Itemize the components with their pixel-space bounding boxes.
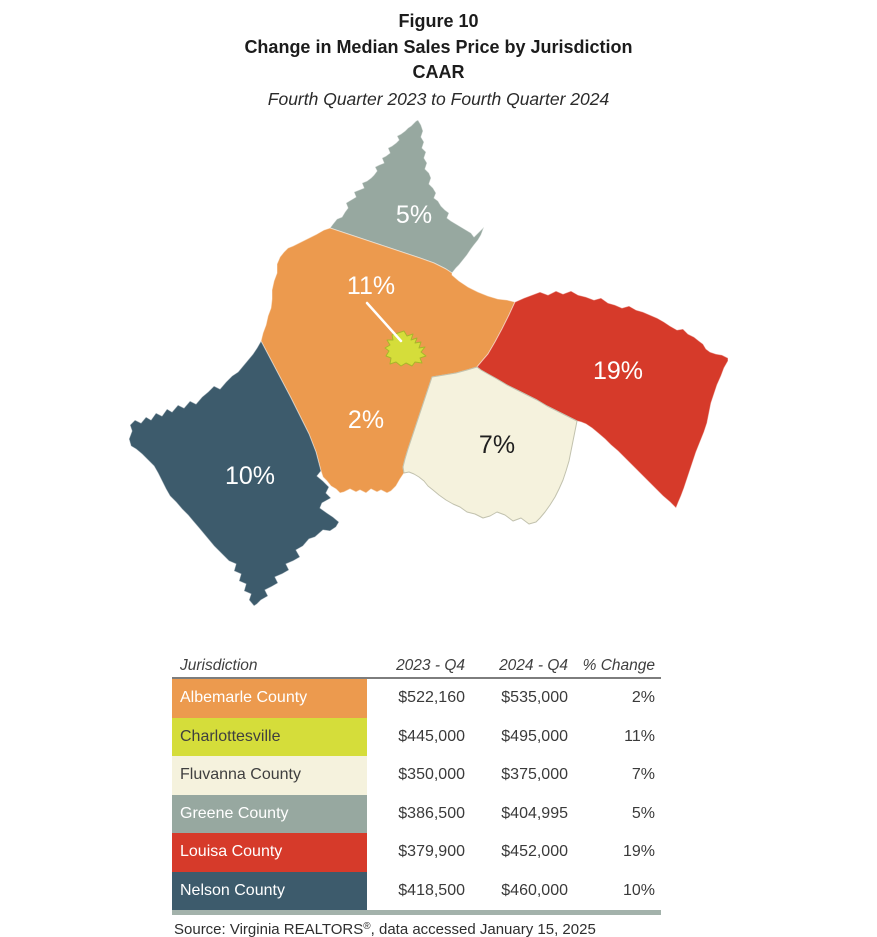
map-label-fluvanna: 7% — [479, 431, 515, 459]
jurisdiction-cell: Nelson County — [172, 871, 367, 910]
column-header-2023-q4: 2023 - Q4 — [396, 657, 465, 674]
price-2024-cell: $535,000 — [501, 689, 568, 706]
source-note: Source: Virginia REALTORS®, data accesse… — [172, 921, 661, 937]
table-row-nelson: Nelson County $418,500 $460,000 10% — [172, 871, 661, 910]
figure-subtitle: Fourth Quarter 2023 to Fourth Quarter 20… — [267, 88, 610, 109]
map-label-charlottesville: 11% — [347, 272, 395, 300]
jurisdiction-cell: Greene County — [172, 794, 367, 833]
county-charlottesville — [384, 330, 427, 367]
figure-title: Change in Median Sales Price by Jurisdic… — [244, 36, 633, 57]
table-header-row: Jurisdiction 2023 - Q4 2024 - Q4 % Chang… — [172, 650, 661, 679]
registered-trademark-symbol: ® — [363, 921, 371, 932]
pct-change-cell: 5% — [631, 804, 655, 822]
table-row-charlottesville: Charlottesville $445,000 $495,000 11% — [172, 717, 661, 756]
table-row-fluvanna: Fluvanna County $350,000 $375,000 7% — [172, 756, 661, 795]
figure-org: CAAR — [412, 62, 465, 82]
jurisdiction-cell: Albemarle County — [172, 679, 367, 718]
jurisdiction-map: 5% 11% 2% 7% 19% 10% — [128, 119, 729, 607]
price-2024-cell: $495,000 — [501, 727, 568, 745]
price-2024-cell: $460,000 — [501, 881, 568, 899]
price-2023-cell: $379,900 — [398, 843, 465, 860]
table-bottom-border — [172, 910, 661, 915]
pct-change-cell: 11% — [624, 727, 655, 745]
map-label-louisa: 19% — [593, 357, 643, 385]
price-2024-cell: $452,000 — [501, 843, 568, 860]
county-fluvanna — [402, 366, 578, 525]
price-2023-cell: $445,000 — [398, 727, 465, 745]
price-2024-cell: $375,000 — [501, 766, 568, 783]
figure-number: Figure 10 — [398, 11, 479, 31]
column-header-pct-change: % Change — [582, 657, 655, 674]
pct-change-cell: 10% — [622, 881, 655, 899]
jurisdiction-cell: Louisa County — [172, 833, 367, 872]
table-row-albemarle: Albemarle County $522,160 $535,000 2% — [172, 679, 661, 718]
pct-change-cell: 19% — [622, 843, 655, 860]
map-label-nelson: 10% — [225, 462, 275, 490]
price-2023-cell: $522,160 — [398, 689, 465, 706]
source-text-pre: Source: Virginia REALTORS — [174, 921, 364, 937]
county-nelson — [128, 340, 340, 607]
table-row-greene: Greene County $386,500 $404,995 5% — [172, 794, 661, 833]
price-2024-cell: $404,995 — [501, 804, 568, 822]
price-2023-cell: $418,500 — [398, 881, 465, 899]
pct-change-cell: 7% — [631, 766, 655, 783]
jurisdiction-cell: Charlottesville — [172, 717, 367, 756]
jurisdiction-cell: Fluvanna County — [172, 756, 367, 795]
pct-change-cell: 2% — [631, 689, 655, 706]
source-text-post: , data accessed January 15, 2025 — [370, 921, 596, 937]
map-label-albemarle: 2% — [348, 406, 384, 434]
charlottesville-callout-line — [365, 301, 403, 343]
figure-title-block: Figure 10 Change in Median Sales Price b… — [0, 9, 877, 112]
column-header-2024-q4: 2024 - Q4 — [499, 657, 568, 674]
table-row-louisa: Louisa County $379,900 $452,000 19% — [172, 833, 661, 872]
column-header-jurisdiction: Jurisdiction — [180, 657, 258, 674]
price-2023-cell: $350,000 — [398, 766, 465, 783]
data-table: Jurisdiction 2023 - Q4 2024 - Q4 % Chang… — [172, 650, 661, 937]
price-2023-cell: $386,500 — [398, 804, 465, 822]
map-label-greene: 5% — [396, 201, 432, 229]
